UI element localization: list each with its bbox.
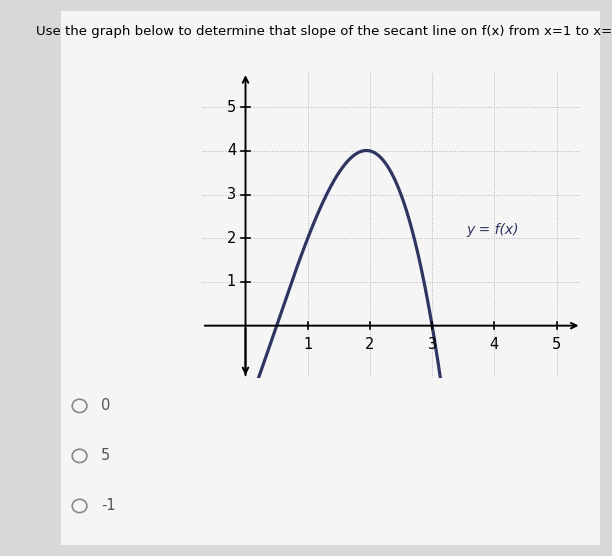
Text: 5: 5: [101, 449, 110, 463]
Text: 1: 1: [227, 275, 236, 290]
Text: Use the graph below to determine that slope of the secant line on f(x) from x=1 : Use the graph below to determine that sl…: [36, 25, 612, 38]
Text: 5: 5: [227, 100, 236, 115]
Text: 5: 5: [552, 336, 561, 351]
Text: 4: 4: [490, 336, 499, 351]
Text: y = f(x): y = f(x): [466, 223, 519, 237]
Text: 0: 0: [101, 399, 110, 413]
Text: -1: -1: [101, 499, 116, 513]
Text: 3: 3: [227, 187, 236, 202]
Text: 2: 2: [227, 231, 236, 246]
Text: 2: 2: [365, 336, 375, 351]
Text: 4: 4: [227, 143, 236, 158]
Text: 3: 3: [428, 336, 437, 351]
Text: 1: 1: [303, 336, 312, 351]
